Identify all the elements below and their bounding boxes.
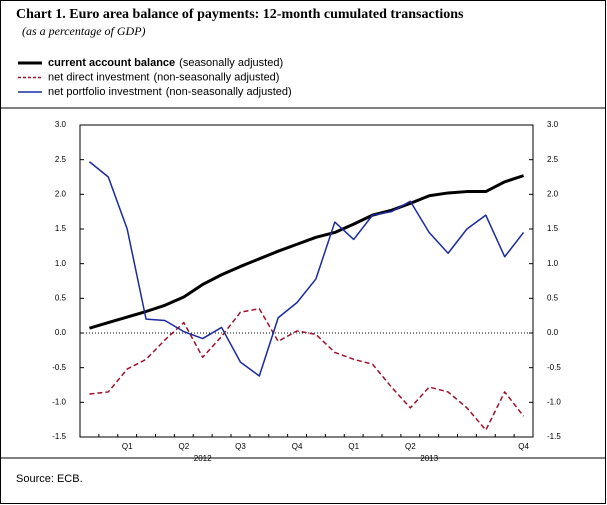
legend-qualifier: (non-seasonally adjusted) <box>154 71 280 83</box>
chart-subtitle: (as a percentage of GDP) <box>22 24 146 38</box>
year-label: 2013 <box>420 454 438 463</box>
x-tick-label: Q1 <box>348 442 359 451</box>
legend-name: net portfolio investment <box>48 86 162 98</box>
legend-name: current account balance <box>48 57 175 69</box>
legend-label: net direct investment (non-seasonally adj… <box>48 71 279 83</box>
y-tick-label: 3.0 <box>55 120 67 129</box>
y2-tick-label: -1.0 <box>547 397 561 406</box>
chart-title: Chart 1. Euro area balance of payments: … <box>16 7 464 22</box>
y-tick-label: 1.0 <box>55 259 67 268</box>
year-label: 2012 <box>194 454 212 463</box>
y-tick-label: -0.5 <box>52 363 66 372</box>
x-tick-label: Q2 <box>178 442 189 451</box>
plot-area <box>79 124 534 438</box>
y2-tick-label: 0.5 <box>547 293 559 302</box>
x-tick-label: Q2 <box>405 442 416 451</box>
y-tick-label: -1.5 <box>52 432 66 441</box>
legend-label: current account balance (seasonally adjus… <box>48 57 283 69</box>
x-tick-label: Q4 <box>518 442 529 451</box>
y2-tick-label: 1.0 <box>547 259 559 268</box>
plot-frame <box>0 107 606 459</box>
y2-tick-label: -1.5 <box>547 432 561 441</box>
legend-qualifier: (seasonally adjusted) <box>179 57 283 69</box>
y-tick-label: 0.0 <box>55 328 67 337</box>
y-tick-label: 2.0 <box>55 189 67 198</box>
y-tick-label: 2.5 <box>55 155 67 164</box>
y2-tick-label: -0.5 <box>547 363 561 372</box>
legend-qualifier: (non-seasonally adjusted) <box>166 86 292 98</box>
y2-tick-label: 2.0 <box>547 189 559 198</box>
series-line <box>89 307 525 431</box>
y-tick-label: -1.0 <box>52 397 66 406</box>
x-tick-label: Q4 <box>292 442 303 451</box>
series-line <box>88 161 525 377</box>
y2-tick-label: 3.0 <box>547 120 559 129</box>
y-tick-label: 1.5 <box>55 224 67 233</box>
legend-name: net direct investment <box>48 71 150 83</box>
y-tick-label: 0.5 <box>55 293 67 302</box>
x-tick-label: Q1 <box>122 442 133 451</box>
y2-tick-label: 0.0 <box>547 328 559 337</box>
series-line <box>89 174 525 330</box>
y2-tick-label: 2.5 <box>547 155 559 164</box>
x-tick-label: Q3 <box>235 442 246 451</box>
y2-tick-label: 1.5 <box>547 224 559 233</box>
legend-label: net portfolio investment (non-seasonally … <box>48 86 292 98</box>
source: Source: ECB. <box>16 473 83 485</box>
